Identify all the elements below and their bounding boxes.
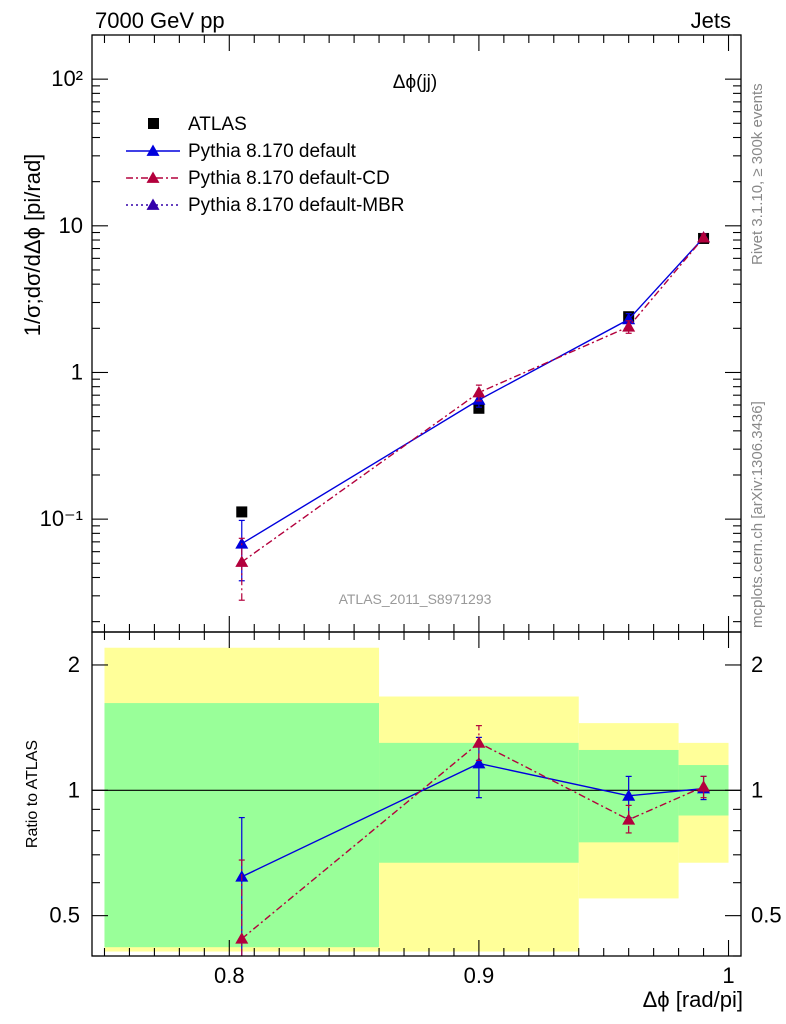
legend-label: Pythia 8.170 default-MBR <box>188 195 405 216</box>
series-line <box>241 237 705 563</box>
ratio-y-tick-label-left: 2 <box>68 652 80 677</box>
data-point <box>697 231 711 243</box>
legend-label: ATLAS <box>188 114 247 135</box>
ratio-y-axis-label: Ratio to ATLAS <box>24 740 41 848</box>
main-y-tick-label: 10⁻¹ <box>40 506 83 531</box>
x-tick-label: 0.8 <box>214 963 245 988</box>
ratio-y-tick-label-right: 0.5 <box>751 903 782 928</box>
ratio-series-pythia-8-170-default-cd <box>235 725 711 956</box>
ratio-panel-frame <box>91 631 742 957</box>
header-process-label: Jets <box>691 8 731 33</box>
ratio-y-tick-label-left: 1 <box>68 777 80 802</box>
legend-label: Pythia 8.170 default-CD <box>188 168 390 189</box>
main-y-tick-label: 10² <box>51 66 83 91</box>
ratio-y-tick-label-right: 2 <box>751 652 763 677</box>
legend-item: Pythia 8.170 default-MBR <box>126 195 405 216</box>
ratio-line <box>241 742 704 940</box>
ratio-point <box>622 789 636 801</box>
data-point <box>235 555 249 567</box>
series-line <box>241 237 705 545</box>
data-point <box>622 320 636 332</box>
ratio-point <box>472 756 486 769</box>
series-atlas <box>236 232 710 518</box>
data-point <box>235 537 249 549</box>
rivet-version-label: Rivet 3.1.10, ≥ 300k events <box>749 83 766 265</box>
legend-marker <box>146 198 160 210</box>
analysis-watermark: ATLAS_2011_S8971293 <box>339 591 492 607</box>
legend-item: ATLAS <box>148 114 247 135</box>
header-energy-label: 7000 GeV pp <box>95 8 225 33</box>
legend-item: Pythia 8.170 default <box>126 141 357 162</box>
x-tick-label: 0.9 <box>464 963 495 988</box>
series-pythia-8-170-default <box>235 231 711 582</box>
ratio-point <box>235 932 249 944</box>
ratio-line <box>241 762 704 878</box>
ratio-point <box>472 736 486 748</box>
series-pythia-8-170-default-cd <box>235 231 711 601</box>
ratio-point <box>622 813 636 825</box>
ratio-point <box>697 780 711 792</box>
legend-item: Pythia 8.170 default-CD <box>126 168 390 189</box>
main-y-axis-label: 1/σ;dσ/dΔϕ [pi/rad] <box>20 154 45 337</box>
main-y-tick-label: 1 <box>71 359 83 384</box>
legend-marker <box>148 118 159 129</box>
ratio-panel: 0.5 0.5 1 1 2 2 0.8 0.9 1 Ratio to ATLAS Δϕ [rad… <box>24 631 782 1012</box>
legend: ATLAS Pythia 8.170 default Pythia 8.170 de… <box>126 114 405 216</box>
ratio-y-tick-label-right: 1 <box>751 777 763 802</box>
data-point <box>236 506 248 518</box>
data-point <box>472 386 486 398</box>
data-point <box>473 402 485 414</box>
main-panel: 10⁻¹ 1 10 10² Δϕ(jj) ATLAS_2011_S8971293 1/… <box>20 34 742 633</box>
ratio-y-tick-label-left: 0.5 <box>49 903 80 928</box>
main-title: Δϕ(jj) <box>393 72 437 93</box>
main-y-tick-label: 10 <box>59 213 83 238</box>
x-axis-label: Δϕ [rad/pi] <box>643 987 743 1012</box>
legend-label: Pythia 8.170 default <box>188 141 357 162</box>
data-point <box>622 312 636 325</box>
legend-marker <box>146 144 160 156</box>
mcplots-reference-label: mcplots.cern.ch [arXiv:1306.3436] <box>749 401 766 628</box>
x-tick-label: 1 <box>722 963 734 988</box>
legend-marker <box>146 171 160 183</box>
